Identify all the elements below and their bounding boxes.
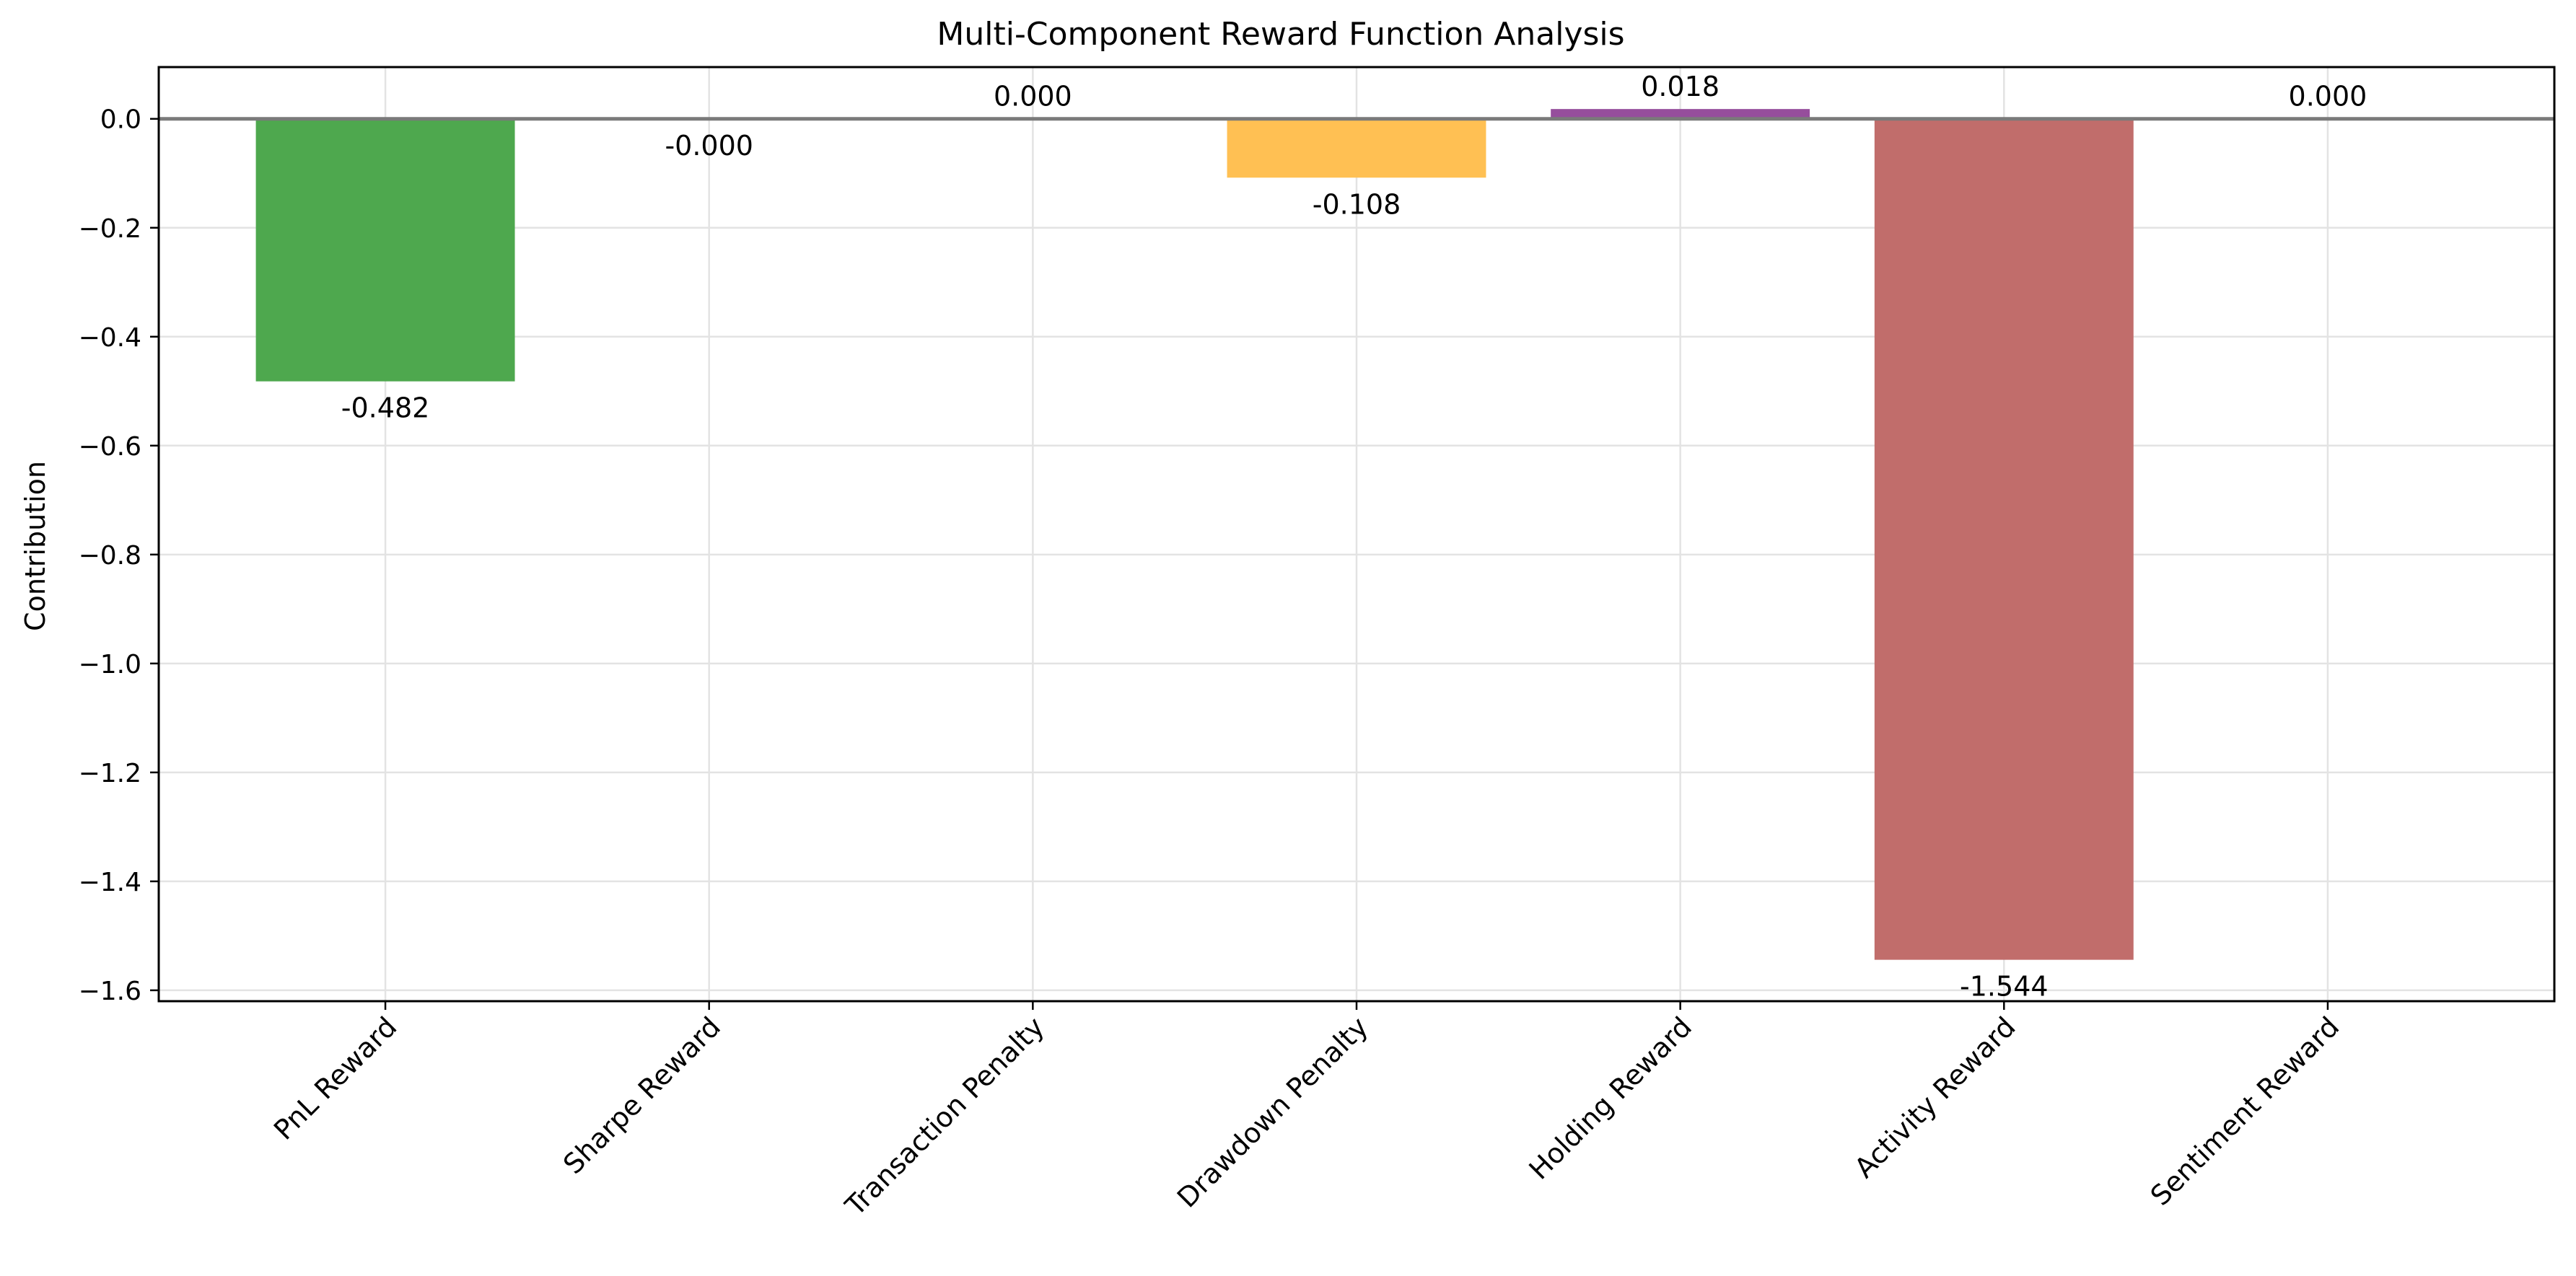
chart-title: Multi-Component Reward Function Analysis [937, 16, 1624, 53]
y-tick-label: −1.2 [79, 759, 141, 788]
data-label: 0.000 [994, 81, 1072, 113]
bar [1227, 118, 1486, 178]
y-tick-label: −1.0 [79, 650, 141, 679]
y-tick-label: −0.2 [79, 214, 141, 244]
data-label: -0.482 [341, 392, 430, 424]
y-tick-label: −0.8 [79, 541, 141, 571]
plot-frame [157, 66, 2556, 1003]
bar [1551, 109, 1810, 119]
data-label: -0.108 [1313, 188, 1401, 220]
bars [255, 109, 2134, 960]
bar [1874, 118, 2134, 960]
data-label: 0.018 [1641, 71, 1719, 102]
y-tick-label: −0.6 [79, 432, 141, 462]
data-label: 0.000 [2289, 81, 2367, 113]
y-axis-ticks: 0.0 −0.2 −0.4 −0.6 −0.8 −1.0 −1.2 −1.4 −1.6 [79, 105, 159, 1006]
y-tick-label: −0.4 [79, 323, 141, 353]
bar [255, 118, 515, 382]
y-axis-label: Contribution [19, 461, 51, 631]
y-tick-label: −1.4 [79, 868, 141, 897]
data-label: -1.544 [1960, 971, 2049, 1003]
data-label: -0.000 [665, 130, 753, 162]
y-tick-label: 0.0 [100, 105, 141, 135]
data-labels: -0.482 -0.000 0.000 -0.108 0.018 -1.544 0.000 [341, 71, 2367, 1002]
y-tick-label: −1.6 [79, 977, 141, 1006]
